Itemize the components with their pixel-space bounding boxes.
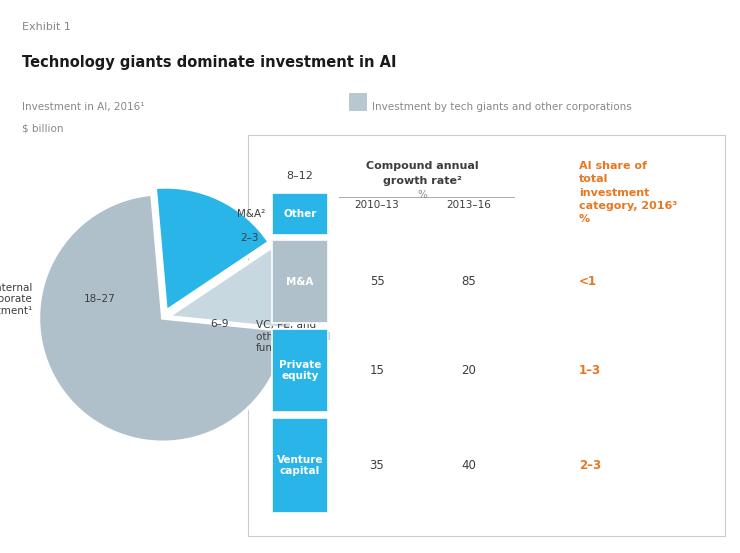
Bar	[272, 329, 329, 412]
Text: growth rate²: growth rate²	[383, 176, 462, 186]
Text: 2010–13: 2010–13	[354, 200, 400, 210]
Bar	[272, 193, 329, 234]
Bar	[272, 241, 329, 324]
Text: 2–3: 2–3	[579, 459, 601, 472]
Text: <1: <1	[579, 275, 597, 288]
Text: %: %	[418, 190, 428, 200]
Text: AI share of
total
investment
category, 2016³
%: AI share of total investment category, 2…	[579, 161, 677, 224]
Text: Internal
corporate
investment¹: Internal corporate investment¹	[0, 283, 33, 316]
Bar	[272, 418, 329, 513]
Bar	[349, 93, 366, 111]
Text: 40: 40	[461, 459, 476, 472]
Text: Technology giants dominate investment in AI: Technology giants dominate investment in…	[22, 55, 397, 70]
Wedge shape	[168, 248, 292, 330]
Text: 20: 20	[461, 364, 476, 377]
Text: Compound annual: Compound annual	[366, 161, 479, 171]
Text: 18–27: 18–27	[84, 294, 115, 304]
Text: 1–3: 1–3	[579, 364, 601, 377]
Wedge shape	[155, 187, 269, 311]
Text: Other: Other	[283, 209, 317, 219]
Text: 55: 55	[370, 275, 384, 288]
Text: Exhibit 1: Exhibit 1	[22, 22, 71, 32]
Text: VC, PE, and
other external
funding³: VC, PE, and other external funding³	[256, 320, 330, 353]
Text: 2–3: 2–3	[240, 233, 258, 243]
Text: $ billion: $ billion	[22, 124, 64, 134]
Text: Investment in AI, 2016¹: Investment in AI, 2016¹	[22, 102, 145, 112]
Text: Investment by tech giants and other corporations: Investment by tech giants and other corp…	[372, 102, 632, 112]
Text: 15: 15	[369, 364, 385, 377]
Text: M&A²: M&A²	[238, 208, 266, 218]
Text: 8–12: 8–12	[286, 170, 314, 181]
Text: 85: 85	[461, 275, 476, 288]
Text: 35: 35	[370, 459, 384, 472]
Text: Venture
capital: Venture capital	[277, 455, 323, 476]
Text: Private
equity: Private equity	[279, 359, 321, 382]
Wedge shape	[38, 194, 286, 442]
Text: M&A: M&A	[286, 277, 314, 287]
Text: 2013–16: 2013–16	[446, 200, 491, 210]
Text: 6–9: 6–9	[210, 319, 229, 329]
